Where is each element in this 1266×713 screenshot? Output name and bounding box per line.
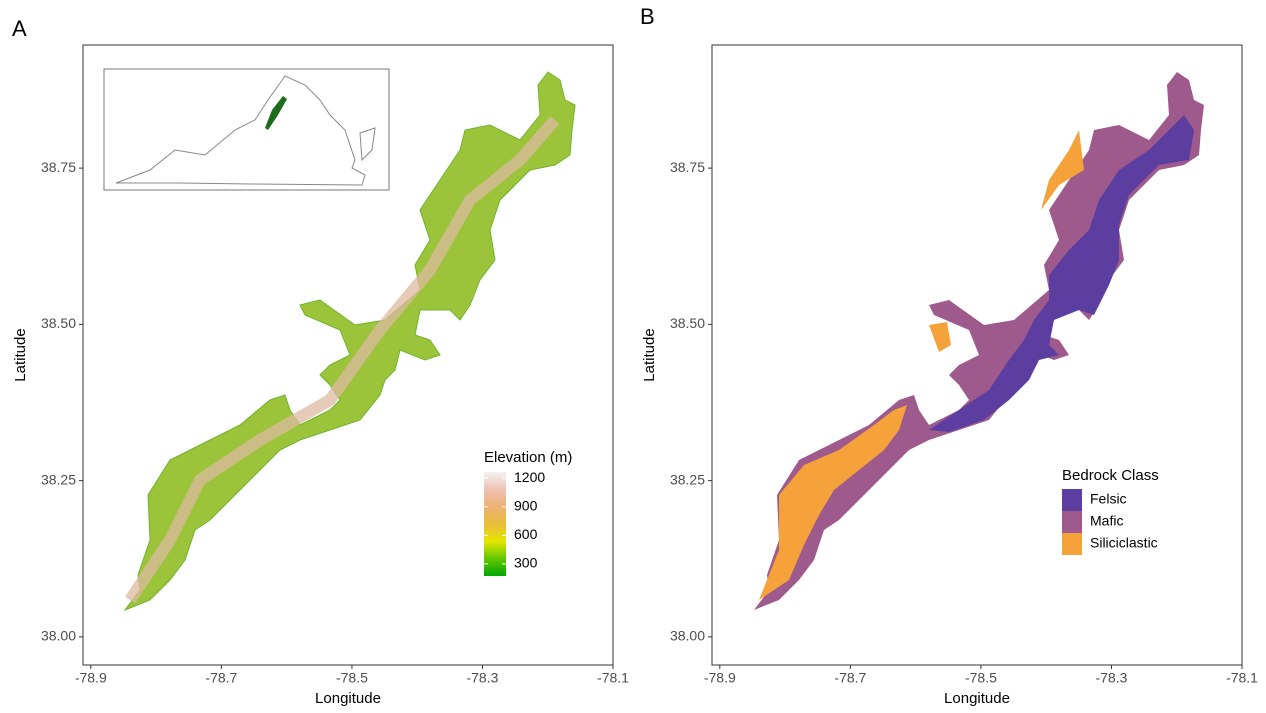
y-tick-label: 38.50: [41, 315, 76, 331]
legend-swatch: [1062, 511, 1082, 533]
y-axis-title: Latitude: [641, 328, 658, 381]
inset-study-area: [265, 96, 287, 130]
ridge-crest: [125, 116, 560, 604]
y-tick-label: 38.50: [670, 315, 705, 331]
legend-label: Siliciclastic: [1090, 535, 1158, 551]
x-axis-title: Longitude: [315, 690, 381, 707]
x-tick-label: -78.5: [336, 670, 368, 686]
x-tick-label: -78.9: [704, 670, 736, 686]
x-tick-label: -78.7: [205, 670, 237, 686]
panel: A -78.9 -78.7 -78.5 -78.3 -78.1 38.00 38.25 38.…: [12, 16, 629, 707]
y-tick-label: 38.25: [41, 471, 76, 487]
x-tick-label: -78.9: [75, 670, 107, 686]
y-tick-label: 38.00: [670, 628, 705, 644]
legend-label: Felsic: [1090, 491, 1127, 507]
x-tick-label: -78.1: [1226, 670, 1258, 686]
x-axis-title: Longitude: [944, 690, 1010, 707]
y-axis-title: Latitude: [12, 328, 29, 381]
bedrock-felsic: [929, 115, 1194, 432]
colorbar: [484, 472, 506, 576]
x-tick-label: -78.3: [1095, 670, 1127, 686]
panel: B -78.9 -78.7 -78.5 -78.3 -78.1 38.00 38.25 38.…: [640, 4, 1258, 707]
colorbar-label: 300: [514, 555, 538, 571]
bedrock-siliciclastic: [759, 405, 907, 600]
x-tick-label: -78.5: [965, 670, 997, 686]
legend-title: Elevation (m): [484, 449, 572, 466]
y-tick-label: 38.75: [41, 159, 76, 175]
inset-frame: [103, 68, 390, 191]
y-tick-label: 38.75: [670, 159, 705, 175]
x-tick-label: -78.3: [466, 670, 498, 686]
x-tick-label: -78.7: [834, 670, 866, 686]
plot-frame: [82, 44, 614, 666]
colorbar-label: 600: [514, 526, 538, 542]
bedrock-siliciclastic: [929, 322, 951, 352]
bedrock-mafic: [754, 72, 1204, 610]
legend-swatch: [1062, 533, 1082, 555]
y-tick-label: 38.00: [41, 628, 76, 644]
plot-frame: [711, 44, 1243, 666]
y-tick-label: 38.25: [670, 471, 705, 487]
bedrock-siliciclastic: [1041, 130, 1084, 210]
colorbar-label: 1200: [514, 469, 545, 485]
legend-title: Bedrock Class: [1062, 467, 1159, 484]
panel-label: B: [640, 4, 655, 29]
legend-swatch: [1062, 489, 1082, 511]
panel-label: A: [12, 16, 27, 41]
inset-state-outline: [115, 75, 376, 186]
legend-label: Mafic: [1090, 513, 1123, 529]
x-tick-label: -78.1: [597, 670, 629, 686]
colorbar-label: 900: [514, 497, 538, 513]
